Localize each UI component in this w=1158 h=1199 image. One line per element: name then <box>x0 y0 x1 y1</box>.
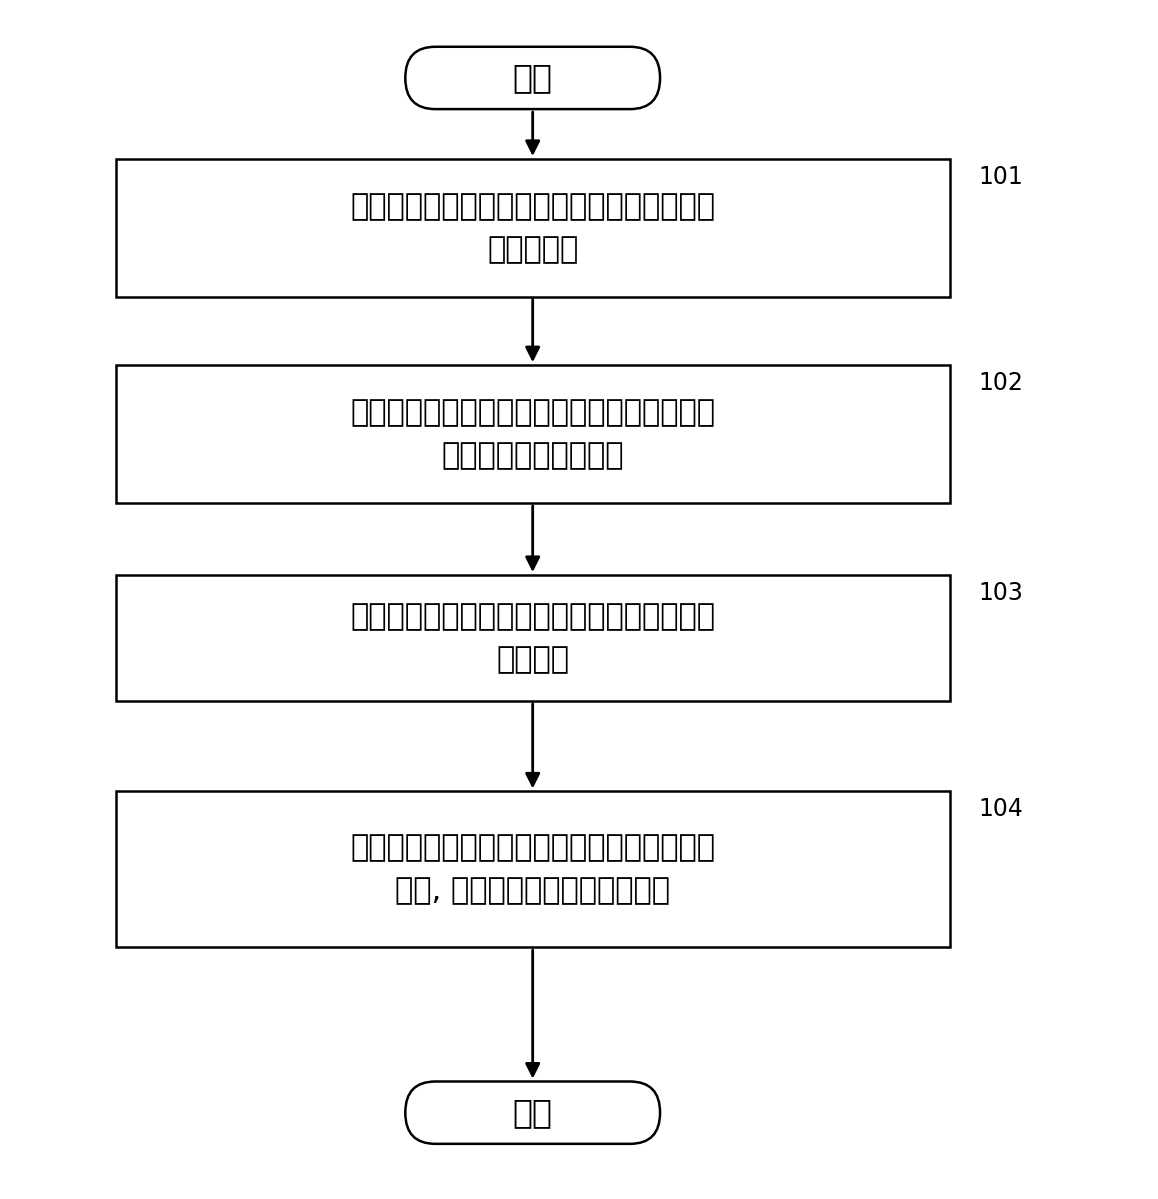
Text: 103: 103 <box>979 580 1024 605</box>
Text: 获取目标地层的岩体弱面参数和目标地层的力
学特性参数: 获取目标地层的岩体弱面参数和目标地层的力 学特性参数 <box>350 192 716 264</box>
Text: 根据岩体弱面参数和力学特性参数建立目标地
层的崩塌压力计算模型: 根据岩体弱面参数和力学特性参数建立目标地 层的崩塌压力计算模型 <box>350 398 716 470</box>
FancyBboxPatch shape <box>116 791 950 947</box>
FancyBboxPatch shape <box>116 574 950 700</box>
Text: 将初始输入值输入崩塌压力计算模型进行迭代
计算, 得到目标地层的崩塌压力值: 将初始输入值输入崩塌压力计算模型进行迭代 计算, 得到目标地层的崩塌压力值 <box>350 833 716 905</box>
FancyBboxPatch shape <box>405 47 660 109</box>
Text: 101: 101 <box>979 164 1024 189</box>
Text: 102: 102 <box>979 372 1024 396</box>
Text: 104: 104 <box>979 797 1024 821</box>
Text: 根据岩体弱面参数确定崩塌压力计算模型的初
始输入值: 根据岩体弱面参数确定崩塌压力计算模型的初 始输入值 <box>350 602 716 674</box>
FancyBboxPatch shape <box>405 1081 660 1144</box>
FancyBboxPatch shape <box>116 364 950 504</box>
FancyBboxPatch shape <box>116 158 950 296</box>
Text: 开始: 开始 <box>513 61 552 95</box>
Text: 结束: 结束 <box>513 1096 552 1129</box>
